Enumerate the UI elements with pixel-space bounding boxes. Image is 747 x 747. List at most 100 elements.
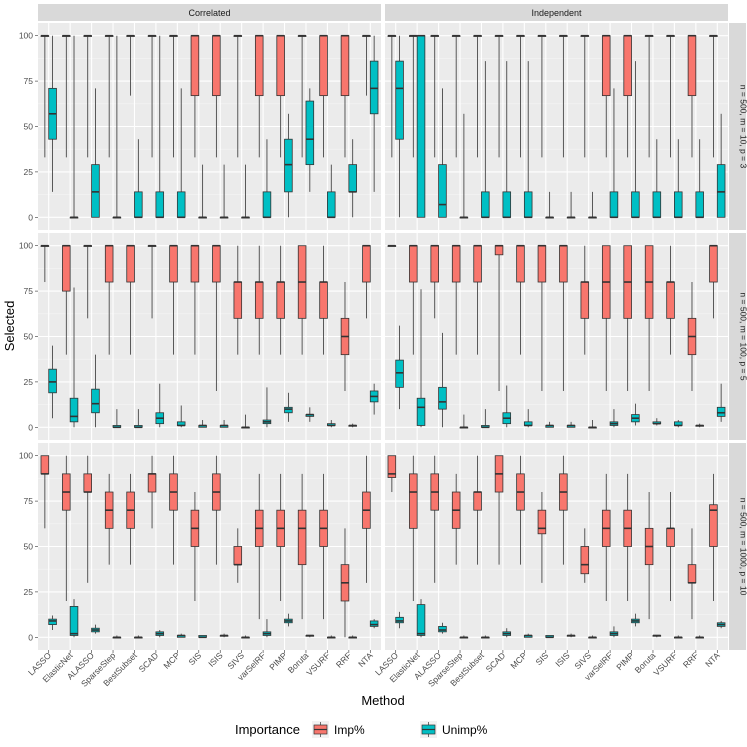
box-imp-BestSubset — [126, 244, 135, 355]
box-unimp-RRF — [695, 635, 704, 639]
x-tick-label-mcp: MCP — [508, 650, 529, 671]
box-unimp-ISIS — [219, 164, 229, 219]
box-unimp-VSURF — [327, 420, 336, 428]
box-unimp-RRF — [348, 139, 357, 218]
box-imp-MCP — [169, 244, 178, 355]
box-iqr — [284, 138, 293, 193]
box-imp-BestSubset — [473, 34, 482, 158]
box-imp-SCAD — [147, 34, 157, 158]
box-imp-VSURF — [666, 34, 675, 158]
box-unimp-PIMP — [631, 61, 640, 219]
box-imp-SIVS — [580, 528, 590, 583]
box-unimp-PIMP — [284, 113, 293, 218]
box-iqr — [254, 35, 264, 97]
box-unimp-SIVS — [588, 635, 597, 639]
box-imp-SIS — [190, 492, 200, 601]
x-tick-label-scad: SCAD — [484, 650, 508, 674]
box-unimp-NTA — [716, 620, 726, 629]
box-imp-ALASSO — [430, 455, 439, 583]
legend-item-imp: Imp% — [312, 721, 365, 738]
box-unimp-VSURF — [674, 139, 683, 219]
box-imp-SparseStep — [104, 473, 114, 565]
box-iqr — [48, 368, 57, 394]
box-unimp-BestSubset — [481, 61, 490, 219]
y-tick-label: 25 — [24, 167, 34, 177]
box-unimp-MCP — [176, 633, 186, 638]
box-unimp-SCAD — [502, 628, 512, 638]
box-iqr — [709, 504, 718, 547]
box-imp-NTA — [362, 244, 371, 319]
box-unimp-ElasticNet — [416, 34, 426, 218]
box-unimp-SCAD — [155, 35, 165, 219]
box-unimp-ISIS — [219, 420, 229, 428]
box-unimp-SparseStep — [112, 409, 122, 429]
box-iqr — [254, 281, 264, 319]
box-iqr — [40, 455, 50, 475]
box-unimp-Boruta — [305, 407, 315, 422]
box-iqr — [409, 245, 418, 283]
box-iqr — [494, 245, 504, 256]
box-unimp-ISIS — [566, 191, 576, 219]
box-unimp-ALASSO — [438, 332, 447, 428]
box-iqr — [276, 281, 285, 319]
box-unimp-NTA — [369, 619, 379, 629]
box-imp-ALASSO — [430, 34, 439, 158]
box-imp-varSelRF — [254, 245, 264, 355]
legend-title: Importance — [235, 722, 300, 737]
y-tick-label: 0 — [28, 422, 33, 432]
box-imp-RRF — [687, 282, 697, 391]
box-imp-SIVS — [233, 245, 243, 355]
box-imp-SIVS — [233, 528, 243, 583]
box-imp-MCP — [516, 34, 525, 158]
legend-label: Unimp% — [442, 723, 488, 737]
box-imp-ElasticNet — [62, 244, 71, 355]
box-iqr — [340, 35, 350, 97]
facet-label-row-1: n = 500, m = 100, p = 5 — [739, 292, 747, 380]
box-imp-RRF — [687, 528, 697, 620]
box-iqr — [319, 35, 328, 97]
facet-strip-independent — [385, 4, 728, 21]
box-iqr — [623, 35, 632, 97]
box-imp-SCAD — [147, 244, 157, 319]
x-tick-label-nta: NTA — [703, 650, 722, 669]
box-imp-SIS — [537, 492, 547, 583]
box-imp-SIVS — [580, 34, 590, 158]
box-imp-NTA — [362, 34, 371, 96]
x-tick-label-vsurf: VSURF — [304, 650, 331, 677]
box-unimp-RRF — [348, 635, 357, 639]
legend-item-unimp: Unimp% — [420, 721, 488, 738]
y-tick-label: 75 — [24, 496, 34, 506]
x-tick-label-nta: NTA — [356, 650, 375, 669]
box-unimp-NTA — [716, 113, 726, 218]
box-imp-ElasticNet — [409, 455, 418, 601]
box-unimp-SIS — [198, 635, 207, 639]
box-iqr — [395, 359, 404, 388]
y-tick-label: 100 — [19, 241, 33, 251]
facet-label-row-2: n = 500, m = 1000, p = 10 — [739, 498, 747, 596]
box-imp-PIMP — [623, 245, 632, 391]
box-iqr — [416, 397, 426, 426]
box-imp-varSelRF — [601, 473, 611, 601]
box-unimp-VSURF — [674, 635, 683, 639]
box-unimp-ISIS — [219, 633, 229, 638]
box-unimp-PIMP — [631, 613, 640, 627]
box-unimp-RRF — [695, 139, 704, 219]
box-unimp-SIS — [198, 164, 207, 219]
box-iqr — [516, 245, 525, 283]
box-unimp-Boruta — [652, 418, 662, 426]
box-iqr — [134, 191, 143, 218]
box-iqr — [666, 281, 675, 319]
y-axis-title: Selected — [2, 301, 17, 352]
box-imp-SCAD — [494, 455, 504, 565]
panel-r0-c0: 0 25 50 75 100 — [19, 23, 381, 230]
box-iqr — [481, 191, 490, 218]
box-imp-VSURF — [319, 34, 328, 158]
box-iqr — [233, 546, 243, 566]
box-unimp-ISIS — [566, 421, 576, 428]
y-tick-label: 50 — [24, 332, 34, 342]
box-iqr — [262, 191, 272, 218]
box-unimp-SIVS — [588, 420, 597, 429]
box-iqr — [395, 60, 404, 140]
box-imp-varSelRF — [601, 34, 611, 158]
box-iqr — [451, 245, 461, 283]
